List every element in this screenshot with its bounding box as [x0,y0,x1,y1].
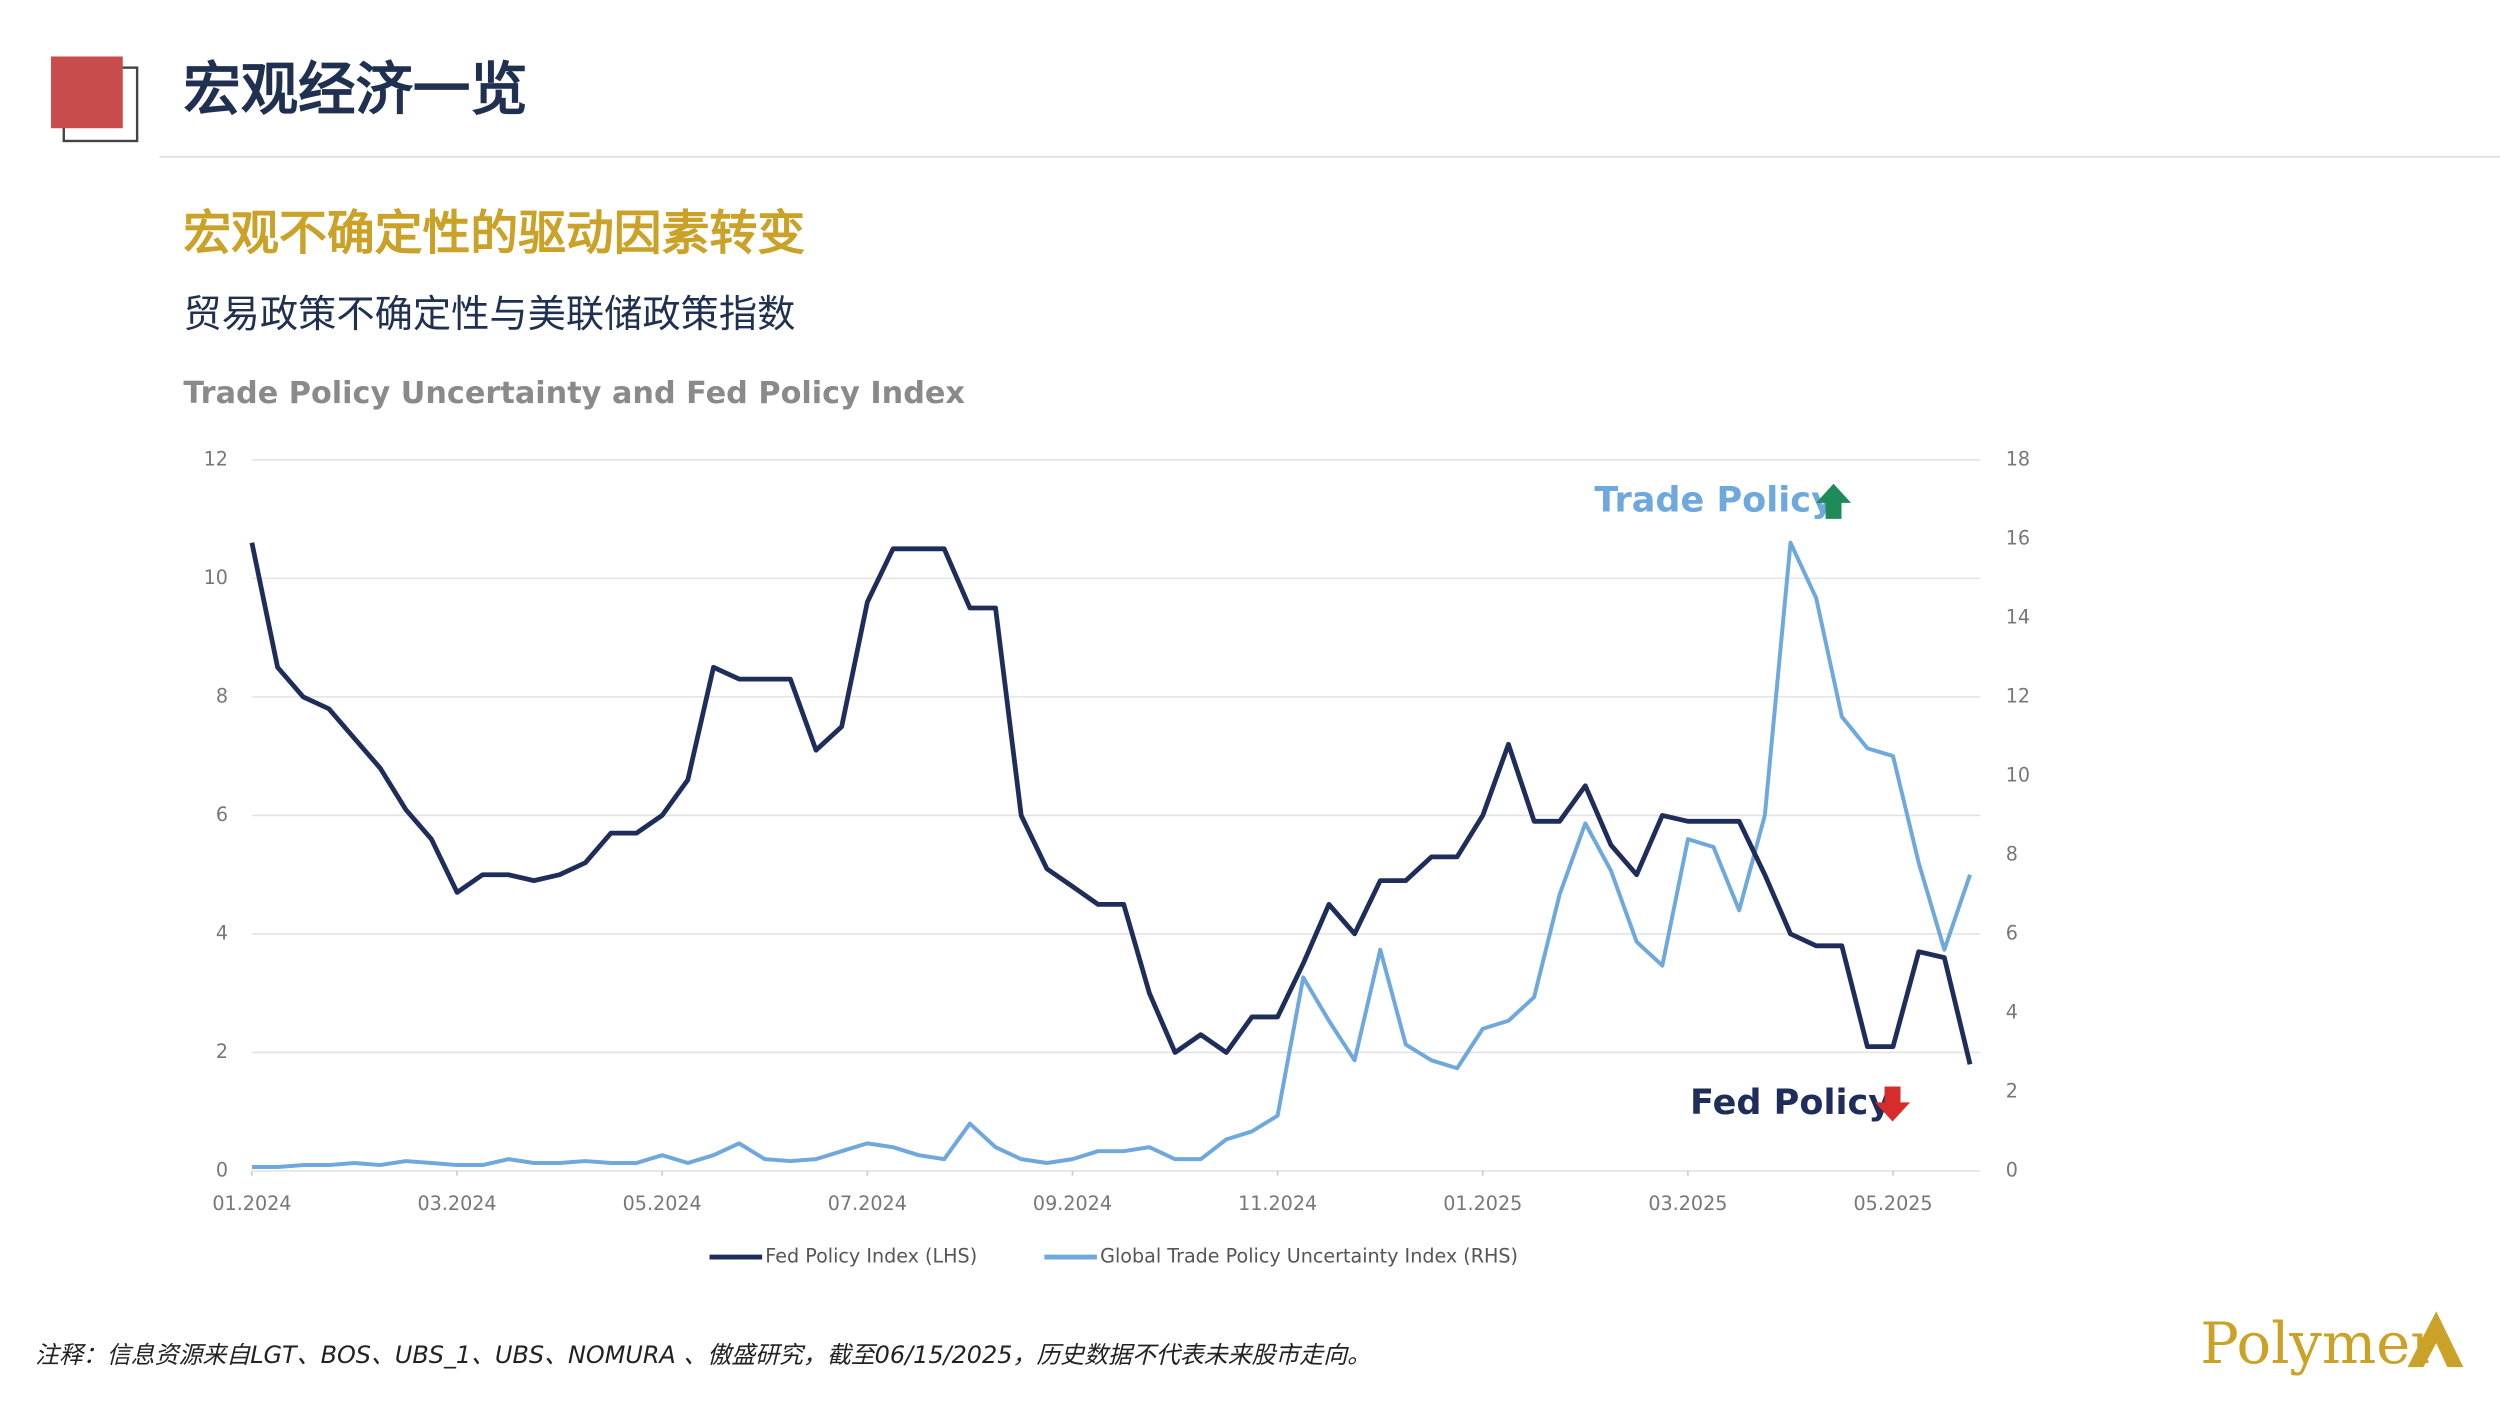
x-tick-label: 09.2024 [1033,1192,1112,1215]
y-tick-label: 8 [216,684,228,707]
annotation: Trade Policy [1594,479,1834,520]
y2-tick-label: 0 [2006,1158,2018,1181]
y2-tick-label: 16 [2006,526,2030,549]
y2-tick-label: 6 [2006,921,2018,944]
x-tick-label: 05.2025 [1853,1192,1932,1215]
y2-tick-label: 10 [2006,763,2030,786]
footnote: 注释：信息资源来自LGT、BOS、UBS_1、UBS、NOMURA 、傲盛研究，… [35,1341,1371,1369]
x-tick-label: 11.2024 [1238,1192,1317,1215]
legend-label: Fed Policy Index (LHS) [765,1245,977,1268]
x-tick-label: 05.2024 [623,1192,702,1215]
y-tick-label: 10 [204,566,228,589]
series-line [249,542,1973,1065]
chart-title: Trade Policy Uncertainty and Fed Policy … [183,376,965,411]
x-tick-label: 03.2024 [418,1192,497,1215]
y-tick-label: 6 [216,803,228,826]
y2-tick-label: 14 [2006,605,2030,628]
subtitle: 贸易政策不确定性与美联储政策指数 [183,292,795,337]
x-tick-label: 01.2024 [212,1192,291,1215]
x-tick-label: 03.2025 [1648,1192,1727,1215]
y2-tick-label: 8 [2006,842,2018,865]
x-tick-label: 01.2025 [1443,1192,1522,1215]
up-arrow [1816,483,1852,519]
y2-tick-label: 2 [2006,1079,2018,1102]
down-arrow [1875,1086,1911,1122]
legend-label: Global Trade Policy Uncertainty Index (R… [1100,1245,1518,1268]
page-title: 宏观经济一览 [183,56,527,123]
y2-tick-label: 18 [2006,447,2030,470]
annotation: Fed Policy [1690,1082,1891,1123]
x-tick-label: 07.2024 [828,1192,907,1215]
logo-mark [2407,1311,2464,1368]
y2-tick-label: 12 [2006,684,2030,707]
logo-square [51,56,123,129]
y-tick-label: 0 [216,1158,228,1181]
logo-text: Polymer [2200,1310,2438,1377]
series-line [251,540,1972,1169]
y-tick-label: 2 [216,1040,228,1063]
section-title: 宏观不确定性的驱动因素转变 [183,207,805,262]
y2-tick-label: 4 [2006,1000,2018,1023]
y-tick-label: 12 [204,447,228,470]
y-tick-label: 4 [216,921,228,944]
